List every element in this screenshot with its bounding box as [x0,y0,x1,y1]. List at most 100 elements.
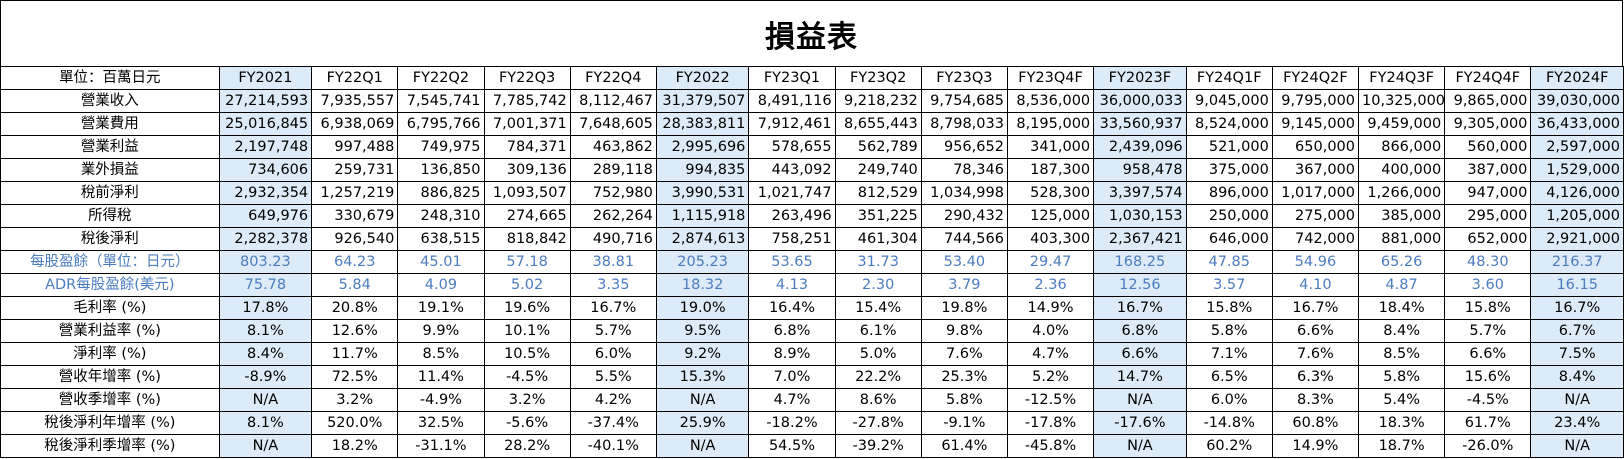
table-cell: -4.5% [483,365,571,389]
table-cell: 23.4% [1530,411,1624,435]
row-label: 營業利益率 (%) [0,319,220,343]
table-cell: 2,874,613 [655,227,750,251]
table-row: 稅後淨利季增率 (%) N/A 18.2% -31.1% 28.2% -40.1% N/A 5… [0,434,1624,458]
table-cell: 7,648,605 [569,112,657,136]
table-cell: 57.18 [483,250,571,274]
table-cell: 5.7% [569,319,657,343]
table-cell: 3.2% [311,388,399,412]
table-cell: 78,346 [920,158,1008,182]
table-cell: 1,529,000 [1530,158,1624,182]
table-cell: 15.3% [655,365,750,389]
column-header: FY24Q2F [1271,66,1360,90]
table-cell: 4.10 [1271,273,1360,297]
table-cell: 20.8% [311,296,399,320]
table-cell: 290,432 [920,204,1008,228]
table-cell: 8.1% [218,411,313,435]
table-cell: -4.9% [397,388,485,412]
table-cell: 1,205,000 [1530,204,1624,228]
table-row: 營業費用 25,016,845 6,938,069 6,795,766 7,001,37… [0,112,1624,136]
table-cell: 4.13 [748,273,836,297]
table-cell: 351,225 [834,204,922,228]
table-cell: -17.8% [1006,411,1095,435]
table-row: 業外損益 734,606 259,731 136,850 309,136 289,118 9… [0,158,1624,182]
table-cell: 2,282,378 [218,227,313,251]
table-cell: N/A [655,388,750,412]
table-cell: 125,000 [1006,204,1095,228]
table-row: 淨利率 (%) 8.4% 11.7% 8.5% 10.5% 6.0% 9.2% 8.9% 5.0… [0,342,1624,366]
table-cell: 16.7% [569,296,657,320]
table-cell: 6.0% [1185,388,1273,412]
table-cell: -12.5% [1006,388,1095,412]
table-cell: -8.9% [218,365,313,389]
table-cell: 5.2% [1006,365,1095,389]
table-cell: 9,145,000 [1271,112,1360,136]
table-cell: 17.8% [218,296,313,320]
table-row: ADR每股盈餘(美元) 75.78 5.84 4.09 5.02 3.35 18.32 4.1… [0,273,1624,297]
table-cell: 9,754,685 [920,89,1008,113]
table-row: 營業收入 27,214,593 7,935,557 7,545,741 7,785,74… [0,89,1624,113]
table-cell: N/A [218,388,313,412]
table-cell: 7.5% [1530,342,1624,366]
table-cell: 8.5% [397,342,485,366]
table-cell: 4.09 [397,273,485,297]
table-cell: 994,835 [655,158,750,182]
row-label: 每股盈餘（單位：日元） [0,250,220,274]
table-cell: 289,118 [569,158,657,182]
row-label: 稅前淨利 [0,181,220,205]
table-cell: 168.25 [1093,250,1187,274]
table-cell: 9.2% [655,342,750,366]
column-header: FY2021 [218,66,313,90]
column-header: FY24Q4F [1444,66,1532,90]
table-row: 營收季增率 (%) N/A 3.2% -4.9% 3.2% 4.2% N/A 4.7% 8.6%… [0,388,1624,412]
table-cell: 16.4% [748,296,836,320]
table-cell: 7.0% [748,365,836,389]
table-cell: 8.5% [1358,342,1446,366]
table-cell: 6.3% [1271,365,1360,389]
table-cell: 1,115,918 [655,204,750,228]
table-cell: 295,000 [1444,204,1532,228]
table-cell: 649,976 [218,204,313,228]
row-label: 營業利益 [0,135,220,159]
table-cell: -26.0% [1444,434,1532,458]
table-cell: 385,000 [1358,204,1446,228]
table-cell: 15.6% [1444,365,1532,389]
table-cell: 8,524,000 [1185,112,1273,136]
table-cell: 9.9% [397,319,485,343]
column-header: FY2023F [1093,66,1187,90]
table-cell: 47.85 [1185,250,1273,274]
table-cell: 28.2% [483,434,571,458]
table-cell: -4.5% [1444,388,1532,412]
table-cell: 309,136 [483,158,571,182]
table-cell: 8.6% [834,388,922,412]
table-cell: 262,264 [569,204,657,228]
table-cell: 11.7% [311,342,399,366]
table-cell: 1,017,000 [1271,181,1360,205]
table-cell: 22.2% [834,365,922,389]
table-cell: 1,093,507 [483,181,571,205]
table-cell: 64.23 [311,250,399,274]
table-cell: 6.1% [834,319,922,343]
table-cell: N/A [655,434,750,458]
table-row: 稅後淨利 2,282,378 926,540 638,515 818,842 490,71… [0,227,1624,251]
table-cell: 4.2% [569,388,657,412]
table-cell: 16.7% [1271,296,1360,320]
table-cell: 7.6% [1271,342,1360,366]
table-cell: 7,935,557 [311,89,399,113]
table-cell: 956,652 [920,135,1008,159]
table-cell: 33,560,937 [1093,112,1187,136]
table-cell: 6.8% [1093,319,1187,343]
table-cell: 19.8% [920,296,1008,320]
table-cell: 7,001,371 [483,112,571,136]
table-cell: 28,383,811 [655,112,750,136]
table-cell: 72.5% [311,365,399,389]
table-cell: 400,000 [1358,158,1446,182]
table-cell: 375,000 [1185,158,1273,182]
table-cell: 7.6% [920,342,1008,366]
table-cell: 36,000,033 [1093,89,1187,113]
table-cell: 61.4% [920,434,1008,458]
column-header: FY24Q1F [1185,66,1273,90]
table-cell: 7,785,742 [483,89,571,113]
table-cell: 330,679 [311,204,399,228]
column-header: FY22Q3 [483,66,571,90]
table-cell: 2.30 [834,273,922,297]
